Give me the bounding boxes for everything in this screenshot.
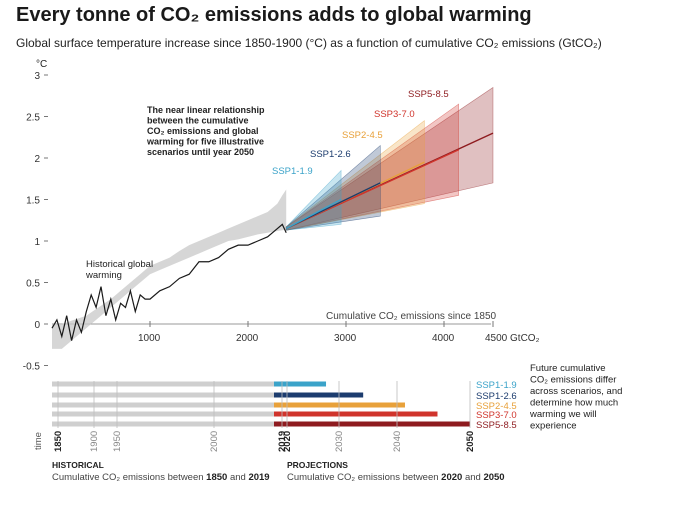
projections-caption-part: and	[462, 472, 483, 483]
scenario-label-ssp3-7-0: SSP3-7.0	[374, 109, 415, 120]
x-tick-label: 1000	[138, 333, 161, 344]
projections-caption-part: 2020	[441, 472, 462, 483]
scenario-label-ssp5-8-5: SSP5-8.5	[408, 89, 449, 100]
y-tick-label: 0.5	[26, 279, 40, 290]
plume-ssp1-1-9	[285, 169, 342, 231]
year-label-2020: 2020	[282, 431, 293, 452]
projections-caption-text: Cumulative CO₂ emissions between 2020 an…	[287, 472, 505, 483]
annotation-line: scenarios until year 2050	[147, 147, 254, 157]
historical-caption-head: HISTORICAL	[52, 460, 104, 470]
y-tick-label: 0	[34, 320, 40, 331]
bar-label-ssp2-4-5: SSP2-4.5	[476, 401, 517, 412]
main-plot: -0.5 0 0.5 1 1.5 2 2.5 3°C 1000 2000 3000 4000 4500 …	[23, 59, 540, 373]
annotation-line: CO₂ emissions and global	[147, 126, 259, 136]
x-tick-label: 2000	[236, 333, 259, 344]
projections-caption-head: PROJECTIONS	[287, 460, 348, 470]
bar-projection-ssp1-1-9	[274, 381, 327, 387]
bar-label-ssp5-8-5: SSP5-8.5	[476, 420, 517, 431]
note-line: warming we will	[529, 409, 597, 420]
y-axis-label: °C	[36, 59, 47, 70]
annotation-line: The near linear relationship	[147, 105, 265, 115]
historical-warming-line	[51, 223, 287, 341]
year-label-1850: 1850	[53, 431, 64, 452]
historical-label-line2: warming	[85, 270, 122, 281]
historical-caption-part: 1850	[206, 472, 227, 483]
x-tick-label: 4500 GtCO₂	[485, 333, 540, 344]
y-tick-label: 1.5	[26, 196, 40, 207]
note-line: Future cumulative	[530, 363, 606, 374]
bar-projection-ssp5-8-5	[274, 421, 470, 427]
historical-caption-part: Cumulative CO₂ emissions between	[52, 472, 206, 483]
bar-historical-ssp5-8-5	[52, 421, 275, 427]
historical-label-line1: Historical global	[86, 259, 153, 270]
bar-projection-ssp2-4-5	[274, 402, 405, 408]
annotation-line: warming for five illustrative	[146, 137, 264, 147]
chart-subtitle: Global surface temperature increase sinc…	[16, 36, 602, 50]
note-line: across scenarios, and	[530, 386, 622, 397]
x-tick-label: 4000	[432, 333, 455, 344]
scenario-label-ssp2-4-5: SSP2-4.5	[342, 130, 383, 141]
y-tick-label: -0.5	[23, 362, 41, 373]
year-label-1900: 1900	[89, 431, 100, 452]
median-ssp1-1-9	[285, 198, 342, 230]
year-label-2000: 2000	[209, 431, 220, 452]
chart-title: Every tonne of CO₂ emissions adds to glo…	[16, 4, 532, 26]
note-line: determine how much	[530, 398, 618, 409]
bar-projection-ssp3-7-0	[274, 411, 438, 417]
historical-caption-text: Cumulative CO₂ emissions between 1850 an…	[52, 472, 270, 483]
year-label-2040: 2040	[392, 431, 403, 452]
y-tick-label: 3	[34, 71, 40, 82]
annotation-line: between the cumulative	[147, 116, 249, 126]
bar-label-ssp1-2-6: SSP1-2.6	[476, 391, 517, 402]
y-tick-label: 2	[34, 154, 40, 165]
year-label-2019: 2019	[277, 431, 288, 452]
bar-label-ssp3-7-0: SSP3-7.0	[476, 410, 517, 421]
projections-caption-part: Cumulative CO₂ emissions between	[287, 472, 441, 483]
y-tick-label: 1	[34, 237, 40, 248]
projections-caption-part: 2050	[483, 472, 504, 483]
x-tick-label: 3000	[334, 333, 357, 344]
year-label-1950: 1950	[112, 431, 123, 452]
note-line: experience	[530, 421, 576, 432]
historical-uncertainty-band	[52, 189, 287, 349]
historical-caption-part: and	[227, 472, 248, 483]
bar-historical-ssp1-2-6	[52, 392, 275, 398]
time-axis-label: time	[33, 432, 44, 450]
note-line: CO₂ emissions differ	[530, 375, 616, 386]
historical-caption-part: 2019	[248, 472, 269, 483]
x-axis-label: Cumulative CO₂ emissions since 1850	[326, 311, 497, 322]
scenario-label-ssp1-2-6: SSP1-2.6	[310, 149, 351, 160]
year-label-2030: 2030	[334, 431, 345, 452]
year-label-2050: 2050	[465, 431, 476, 452]
bar-historical-ssp3-7-0	[52, 411, 275, 417]
emissions-bars: SSP1-1.9SSP1-2.6SSP2-4.5SSP3-7.0SSP5-8.5…	[33, 363, 622, 483]
y-tick-label: 2.5	[26, 113, 40, 124]
bar-label-ssp1-1-9: SSP1-1.9	[476, 380, 517, 391]
bar-historical-ssp2-4-5	[52, 402, 275, 408]
scenario-label-ssp1-1-9: SSP1-1.9	[272, 166, 313, 177]
bar-projection-ssp1-2-6	[274, 392, 364, 398]
bar-historical-ssp1-1-9	[52, 381, 275, 387]
